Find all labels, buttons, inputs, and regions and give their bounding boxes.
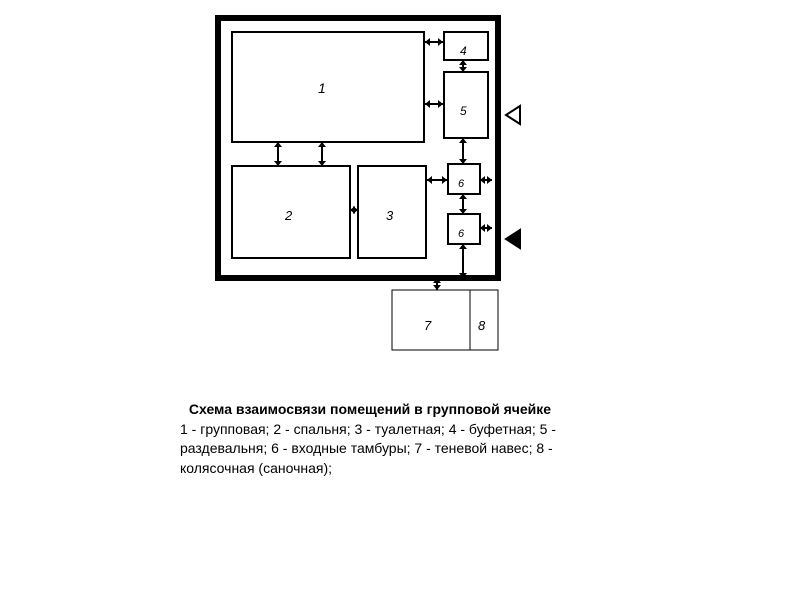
room-label-6: 6 bbox=[458, 228, 464, 240]
caption-description: 1 - групповая; 2 - спальня; 3 - туалетна… bbox=[180, 420, 560, 479]
room-label-7: 7 bbox=[424, 318, 431, 333]
room-label-1: 1 bbox=[318, 80, 326, 96]
caption-title: Схема взаимосвязи помещений в групповой … bbox=[180, 400, 560, 420]
caption-block: Схема взаимосвязи помещений в групповой … bbox=[180, 400, 560, 478]
room-label-3: 3 bbox=[386, 208, 393, 223]
floorplan-diagram bbox=[0, 0, 800, 370]
room-label-4: 4 bbox=[460, 44, 467, 58]
room-label-5: 5 bbox=[460, 104, 467, 118]
room-label-2: 2 bbox=[285, 208, 292, 223]
room-label-8: 8 bbox=[478, 318, 485, 333]
room-label-6: 6 bbox=[458, 178, 464, 190]
